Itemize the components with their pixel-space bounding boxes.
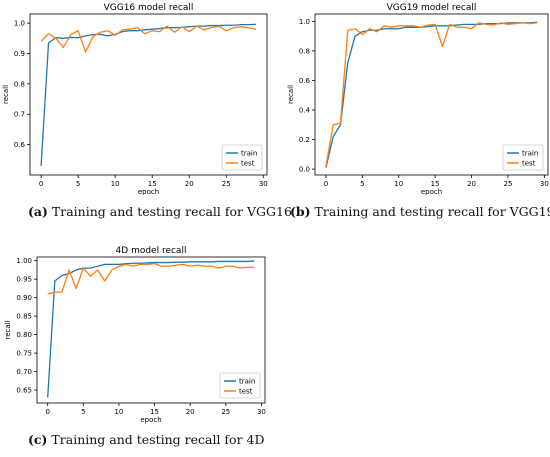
x-axis-label: epoch [140, 416, 161, 424]
series-line-test [47, 262, 255, 295]
x-axis-label: epoch [138, 188, 159, 195]
legend-label-test: test [241, 160, 255, 168]
x-tick-label: 15 [150, 408, 159, 416]
y-tick-label: 0.85 [16, 313, 32, 321]
caption-b-text: Training and testing recall for VGG19 [310, 204, 550, 219]
y-tick-label: 0.70 [16, 368, 32, 376]
y-tick-label: 0.95 [16, 276, 32, 284]
caption-c-text: Training and testing recall for 4D [47, 432, 265, 447]
x-tick-label: 30 [257, 408, 266, 416]
y-tick-label: 0.7 [14, 111, 25, 119]
y-tick-label: 0.8 [14, 80, 25, 88]
plot-frame [29, 13, 268, 176]
x-tick-label: 30 [540, 180, 549, 188]
y-axis-label: recall [4, 320, 12, 339]
x-tick-label: 0 [324, 180, 328, 188]
caption-a-label: (a) [28, 204, 48, 219]
chart-title: VGG19 model recall [387, 3, 477, 13]
caption-b: (b) Training and testing recall for VGG1… [290, 204, 550, 219]
legend: train test [221, 144, 263, 171]
y-tick-label: 1.0 [299, 18, 310, 26]
legend-label-train: train [239, 378, 255, 386]
y-tick-label: 0.8 [299, 47, 310, 55]
caption-b-label: (b) [290, 204, 311, 219]
x-tick-label: 25 [222, 180, 231, 188]
y-tick-label: 0.6 [299, 77, 311, 85]
y-tick-label: 0.4 [299, 107, 311, 115]
series-line-test [325, 22, 538, 167]
y-tick-label: 0.90 [16, 294, 32, 302]
series-line-train [40, 23, 256, 166]
y-tick-label: 0.0 [299, 166, 310, 174]
x-tick-label: 10 [114, 408, 123, 416]
x-tick-label: 25 [503, 180, 512, 188]
x-tick-label: 5 [360, 180, 364, 188]
y-tick-label: 0.75 [16, 350, 32, 358]
caption-c-label: (c) [28, 432, 48, 447]
x-tick-label: 30 [259, 180, 268, 188]
chart-title: VGG16 model recall [104, 3, 194, 13]
y-tick-label: 0.2 [299, 136, 310, 144]
x-tick-label: 10 [394, 180, 403, 188]
series-line-train [47, 260, 255, 398]
chart-a: VGG16 model recall 0 5 10 15 20 25 30 0.6 0.7 0.8 0… [2, 3, 268, 196]
y-tick-label: 0.9 [14, 50, 25, 58]
caption-a: (a) Training and testing recall for VGG1… [28, 204, 292, 219]
chart-c: 4D model recall 0 5 10 15 20 25 30 0.65 0.70 0.75 0… [4, 246, 266, 424]
y-axis-label: recall [287, 85, 295, 104]
legend-label-test: test [239, 388, 253, 396]
x-tick-label: 20 [186, 408, 195, 416]
x-tick-label: 15 [148, 180, 157, 188]
y-axis-label: recall [2, 85, 10, 104]
legend: train test [502, 144, 544, 171]
chart-panel-c: 4D model recall 0 5 10 15 20 25 30 0.65 0.70 0.75 0… [0, 245, 270, 425]
x-tick-label: 25 [221, 408, 230, 416]
chart-panel-a: VGG16 model recall 0 5 10 15 20 25 30 0.6 0.7 0.8 0… [0, 0, 270, 196]
legend-label-train: train [522, 150, 538, 158]
y-tick-label: 1.0 [14, 20, 25, 28]
caption-c: (c) Training and testing recall for 4D [28, 432, 265, 447]
x-tick-label: 0 [39, 180, 43, 188]
x-tick-label: 5 [76, 180, 80, 188]
legend-label-train: train [241, 150, 257, 158]
y-tick-label: 1.00 [16, 257, 32, 265]
series-line-test [40, 25, 257, 53]
chart-panel-b: VGG19 model recall 0 5 10 15 20 25 30 0.0 0.2 0.4 0… [280, 0, 550, 196]
x-tick-label: 20 [467, 180, 476, 188]
legend: train test [219, 372, 261, 399]
legend-label-test: test [522, 160, 536, 168]
x-tick-label: 5 [81, 408, 85, 416]
chart-title: 4D model recall [116, 246, 187, 256]
x-tick-label: 15 [431, 180, 440, 188]
x-tick-label: 0 [45, 408, 49, 416]
x-tick-label: 20 [185, 180, 194, 188]
caption-a-text: Training and testing recall for VGG16 [47, 204, 292, 219]
plot-frame [314, 13, 549, 176]
chart-b: VGG19 model recall 0 5 10 15 20 25 30 0.0 0.2 0.4 0… [287, 3, 549, 196]
plot-frame [36, 256, 266, 404]
y-tick-label: 0.65 [16, 387, 32, 395]
y-tick-label: 0.6 [14, 141, 26, 149]
x-axis-label: epoch [421, 188, 442, 195]
y-tick-label: 0.80 [16, 331, 32, 339]
x-tick-label: 10 [111, 180, 120, 188]
